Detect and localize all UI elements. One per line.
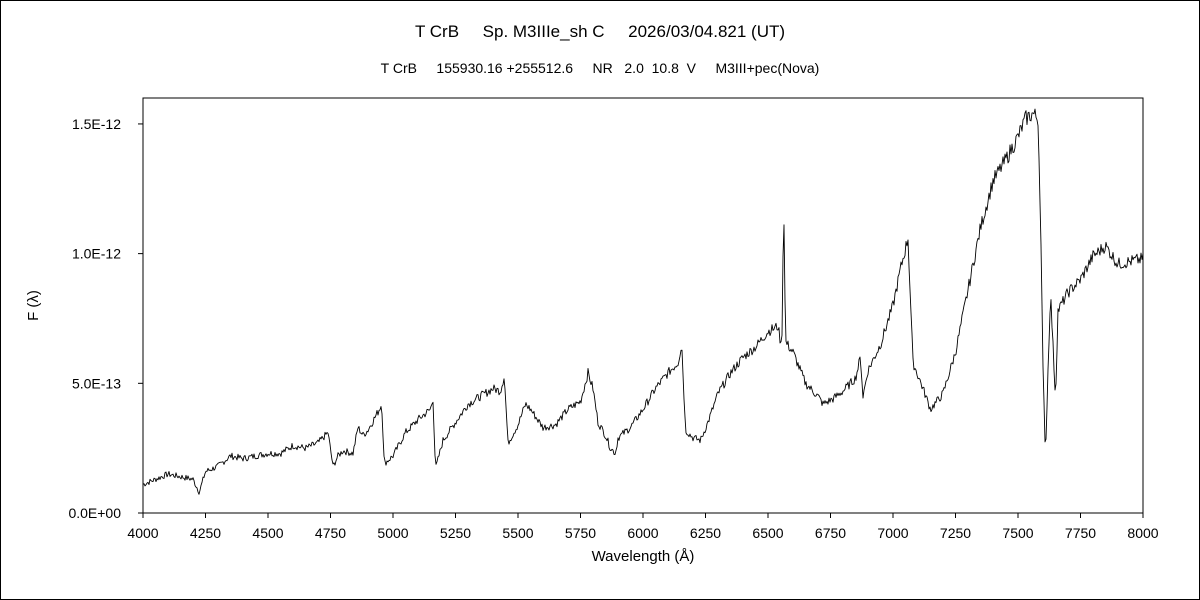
plot-border <box>142 97 1144 514</box>
y-tick-label: 1.5E-12 <box>72 116 121 132</box>
y-tick-label: 1.0E-12 <box>72 246 121 262</box>
spectrum-line <box>142 108 1144 495</box>
x-axis-label: Wavelength (Å) <box>592 548 695 565</box>
x-tick-label: 7000 <box>877 525 908 541</box>
x-tick-label: 4250 <box>190 525 221 541</box>
y-axis: 0.0E+00 5.0E-13 1.0E-12 1.5E-12 <box>68 116 143 521</box>
chart-subtitle: T CrB 155930.16 +255512.6 NR 2.0 10.8 V … <box>380 60 820 76</box>
x-tick-label: 5750 <box>565 525 596 541</box>
x-tick-label: 7750 <box>1065 525 1096 541</box>
x-tick-label: 4500 <box>252 525 283 541</box>
x-tick-label: 5250 <box>440 525 471 541</box>
y-axis-label: F (λ) <box>25 290 42 321</box>
x-tick-label: 6000 <box>627 525 658 541</box>
chart-title: T CrB Sp. M3IIIe_sh C 2026/03/04.821 (UT… <box>414 22 786 41</box>
x-tick-label: 6250 <box>690 525 721 541</box>
x-axis: 4000 4250 4500 4750 5000 5250 5500 5750 6000 6250… <box>127 513 1159 541</box>
x-tick-label: 7500 <box>1002 525 1033 541</box>
x-tick-label: 6750 <box>815 525 846 541</box>
x-tick-label: 4750 <box>315 525 346 541</box>
y-tick-label: 0.0E+00 <box>68 505 121 521</box>
x-tick-label: 5500 <box>502 525 533 541</box>
x-tick-label: 8000 <box>1127 525 1158 541</box>
plot-area <box>142 97 1144 514</box>
y-tick-label: 5.0E-13 <box>72 375 121 391</box>
x-tick-label: 7250 <box>940 525 971 541</box>
x-tick-label: 6500 <box>752 525 783 541</box>
x-tick-label: 4000 <box>127 525 158 541</box>
x-tick-label: 5000 <box>377 525 408 541</box>
